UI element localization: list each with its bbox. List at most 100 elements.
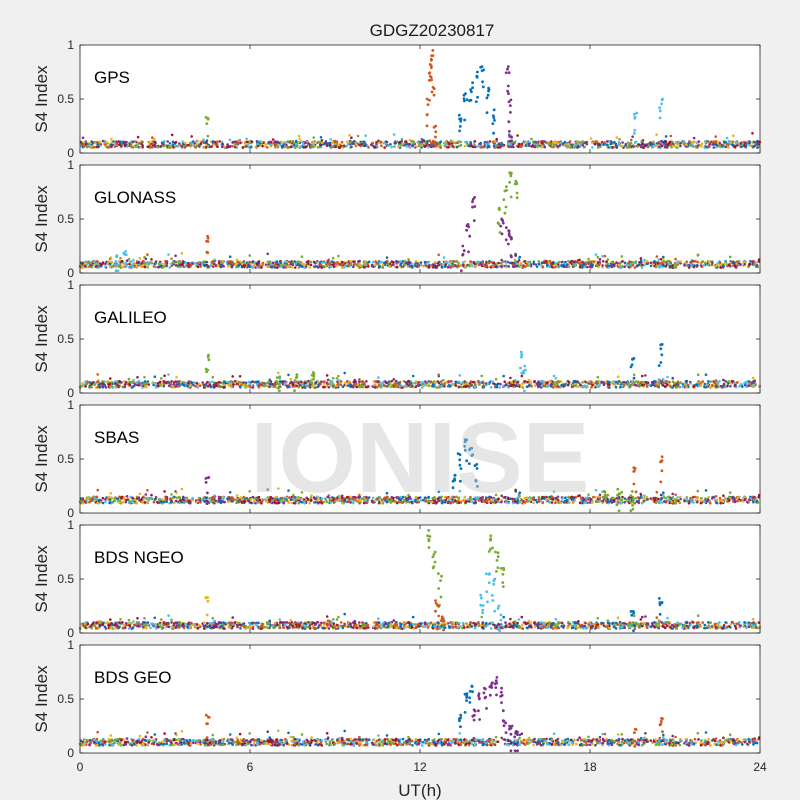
data-point xyxy=(703,140,707,143)
data-point xyxy=(195,382,199,385)
data-point xyxy=(714,379,718,382)
data-point xyxy=(220,145,224,149)
data-point xyxy=(623,265,626,269)
data-point xyxy=(490,264,494,268)
data-point xyxy=(424,264,428,267)
data-point xyxy=(478,144,481,148)
data-point xyxy=(607,146,610,149)
data-point xyxy=(231,144,234,148)
data-point xyxy=(217,381,220,384)
data-point xyxy=(463,118,466,122)
data-point xyxy=(474,100,478,103)
data-point xyxy=(758,141,761,144)
data-point xyxy=(703,146,706,149)
data-point xyxy=(133,140,137,143)
data-point xyxy=(462,249,466,253)
data-point xyxy=(151,145,154,149)
data-point xyxy=(520,374,524,378)
data-point xyxy=(570,143,573,147)
data-point xyxy=(543,140,546,143)
data-point xyxy=(415,145,419,149)
data-point xyxy=(286,146,290,149)
data-point xyxy=(706,140,709,143)
data-point xyxy=(533,384,537,388)
data-point xyxy=(677,140,681,144)
data-point xyxy=(267,380,271,384)
data-point xyxy=(209,264,212,268)
y-axis-label: S4 Index xyxy=(32,185,51,253)
data-point xyxy=(685,260,688,264)
data-point xyxy=(167,384,171,388)
data-point xyxy=(411,374,415,378)
data-point xyxy=(590,141,594,144)
data-point xyxy=(199,142,203,145)
data-point xyxy=(692,140,696,144)
data-point xyxy=(206,134,210,138)
y-tick-label: 1 xyxy=(67,278,74,292)
data-point xyxy=(317,266,320,269)
data-point xyxy=(526,264,530,268)
data-point xyxy=(99,263,103,267)
data-point xyxy=(510,171,513,175)
data-point xyxy=(576,140,579,143)
data-point xyxy=(723,262,727,266)
data-point xyxy=(205,250,209,254)
data-point xyxy=(323,141,327,145)
data-point xyxy=(204,141,208,144)
data-point xyxy=(261,144,264,148)
data-point xyxy=(602,142,605,146)
data-point xyxy=(228,491,232,494)
data-point xyxy=(324,262,328,266)
data-point xyxy=(506,242,510,246)
data-point xyxy=(470,144,473,148)
data-point xyxy=(656,144,659,148)
data-point xyxy=(363,381,366,385)
data-point xyxy=(152,500,156,504)
data-point xyxy=(646,262,649,266)
data-point xyxy=(751,381,754,385)
data-point xyxy=(633,112,636,116)
data-point xyxy=(446,265,450,269)
data-point xyxy=(480,69,484,73)
data-point xyxy=(228,138,232,142)
data-point xyxy=(157,263,161,267)
data-point xyxy=(115,142,118,145)
data-point xyxy=(373,264,377,267)
data-point xyxy=(643,261,646,264)
data-point xyxy=(178,385,181,388)
data-point xyxy=(365,380,368,383)
data-point xyxy=(517,145,520,148)
data-point xyxy=(530,385,533,388)
data-point xyxy=(504,261,508,264)
data-point xyxy=(468,234,472,238)
data-point xyxy=(304,383,308,387)
baseline-points xyxy=(79,132,762,149)
data-point xyxy=(374,145,377,149)
data-point xyxy=(293,379,297,383)
data-point xyxy=(543,145,546,149)
data-point xyxy=(425,124,429,128)
data-point xyxy=(290,380,293,384)
data-point xyxy=(216,145,219,148)
data-point xyxy=(466,142,469,146)
data-point xyxy=(588,380,591,383)
data-point xyxy=(430,145,433,148)
data-point xyxy=(596,146,600,149)
data-point xyxy=(329,138,333,141)
data-point xyxy=(515,196,519,200)
data-point xyxy=(93,383,97,386)
data-point xyxy=(618,138,621,141)
data-point xyxy=(153,144,156,148)
data-point xyxy=(473,143,476,147)
data-point xyxy=(700,265,704,269)
data-point xyxy=(527,378,531,382)
data-point xyxy=(701,380,704,383)
data-point xyxy=(308,266,312,269)
data-point xyxy=(458,374,462,377)
data-point xyxy=(189,143,193,146)
data-point xyxy=(291,383,295,387)
data-point xyxy=(452,145,455,149)
data-point xyxy=(510,381,513,384)
data-point xyxy=(437,263,441,267)
data-point xyxy=(742,144,746,147)
